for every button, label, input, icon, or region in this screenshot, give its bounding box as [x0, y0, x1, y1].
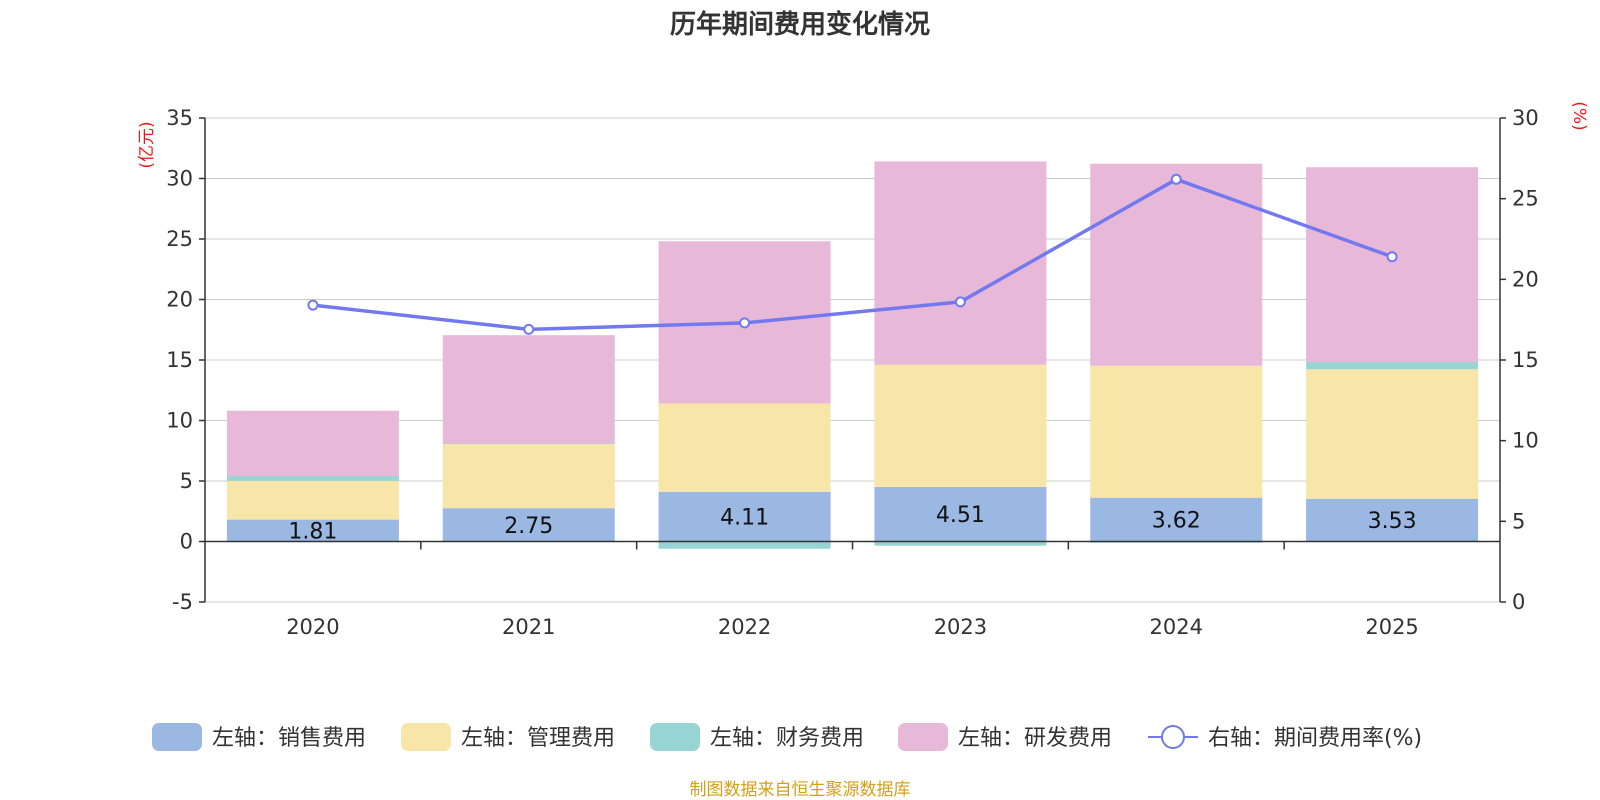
right-tick-label: 30: [1512, 106, 1539, 130]
x-tick-label: 2021: [502, 615, 555, 639]
left-axis-unit: (亿元): [137, 121, 157, 168]
x-tick-label: 2025: [1365, 615, 1418, 639]
bar-segment: [442, 508, 615, 542]
bar-segment: [226, 480, 399, 520]
left-tick-label: 35: [166, 106, 193, 130]
left-tick-label: -5: [172, 590, 193, 614]
bar-value-label: 3.62: [1152, 509, 1201, 534]
bar-segment: [442, 444, 615, 509]
legend-item[interactable]: 右轴：期间费用率(%): [1148, 725, 1422, 751]
legend-swatch: [898, 723, 948, 751]
bar-segment: [226, 519, 399, 542]
chart-title: 历年期间费用变化情况: [670, 9, 930, 40]
bar-value-label: 1.81: [288, 520, 337, 545]
bar-segment: [1306, 498, 1479, 542]
rate-point: [523, 323, 535, 335]
bar-segment: [226, 410, 399, 477]
right-tick-label: 10: [1512, 429, 1539, 453]
bar-segment: [442, 443, 615, 445]
legend-swatch: [650, 723, 700, 751]
bar-value-label: 2.75: [504, 514, 553, 539]
bar-segment: [442, 335, 615, 444]
right-tick-label: 25: [1512, 187, 1539, 211]
rate-line-series: [307, 173, 1398, 335]
rate-point: [307, 299, 319, 311]
grid-lines: [205, 117, 1500, 603]
rate-point: [1170, 173, 1182, 185]
bar-segment: [1306, 362, 1479, 370]
left-tick-label: 10: [166, 409, 193, 433]
bar-value-label: 3.53: [1368, 509, 1417, 534]
right-tick-label: 5: [1512, 509, 1525, 533]
legend-circle-marker: [1161, 725, 1185, 749]
axes: 35 30 25 20 15 10 5 0 -5 30 25 20 15 10 5 0 2020 2021 2022…: [166, 106, 1538, 639]
legend-label: 左轴：研发费用: [958, 726, 1112, 751]
x-tick-label: 2024: [1150, 615, 1203, 639]
rate-point: [739, 317, 751, 329]
legend-label: 左轴：管理费用: [461, 726, 615, 751]
bar-segment: [874, 486, 1047, 542]
left-tick-label: 5: [180, 469, 193, 493]
x-tick-label: 2020: [286, 615, 339, 639]
x-tick-label: 2023: [934, 615, 987, 639]
bar-value-labels: 1.81 2.75 4.11 4.51 3.62 3.53: [288, 503, 1416, 544]
left-tick-label: 20: [166, 288, 193, 312]
rate-point: [954, 296, 966, 308]
bar-segment: [874, 161, 1047, 365]
right-axis-unit: (%): [1569, 101, 1589, 130]
source-note: 制图数据来自恒生聚源数据库: [690, 780, 911, 800]
bar-segment: [226, 476, 399, 481]
left-tick-label: 30: [166, 167, 193, 191]
rate-point: [1386, 251, 1398, 263]
legend-item[interactable]: 左轴：研发费用: [898, 723, 1112, 751]
bar-segment: [1090, 163, 1263, 366]
legend-item[interactable]: 左轴：财务费用: [650, 723, 864, 751]
legend[interactable]: 左轴：销售费用 左轴：管理费用 左轴：财务费用 左轴：研发费用 右轴：期间费用率(%): [152, 723, 1422, 751]
right-tick-label: 0: [1512, 590, 1525, 614]
rate-line: [312, 177, 1393, 332]
legend-swatch: [401, 723, 451, 751]
left-tick-label: 0: [180, 530, 193, 554]
bar-segment: [658, 541, 831, 549]
legend-label: 左轴：财务费用: [710, 726, 864, 751]
x-tick-label: 2022: [718, 615, 771, 639]
legend-item[interactable]: 左轴：管理费用: [401, 723, 615, 751]
bar-value-label: 4.51: [936, 503, 985, 528]
bar-segment: [1306, 167, 1479, 363]
legend-label: 右轴：期间费用率(%): [1208, 726, 1422, 751]
right-tick-label: 15: [1512, 348, 1539, 372]
bar-series: [226, 161, 1479, 549]
right-tick-label: 20: [1512, 267, 1539, 291]
bar-segment: [658, 491, 831, 542]
bar-segment: [1306, 369, 1479, 499]
bar-value-label: 4.11: [720, 506, 769, 531]
bar-segment: [658, 403, 831, 492]
bar-segment: [874, 541, 1047, 546]
legend-item[interactable]: 左轴：销售费用: [152, 723, 366, 751]
left-tick-label: 15: [166, 348, 193, 372]
legend-swatch: [152, 723, 202, 751]
bar-segment: [1090, 497, 1263, 542]
left-tick-label: 25: [166, 227, 193, 251]
bar-segment: [874, 364, 1047, 487]
bar-segment: [1090, 365, 1263, 498]
legend-label: 左轴：销售费用: [212, 726, 366, 751]
